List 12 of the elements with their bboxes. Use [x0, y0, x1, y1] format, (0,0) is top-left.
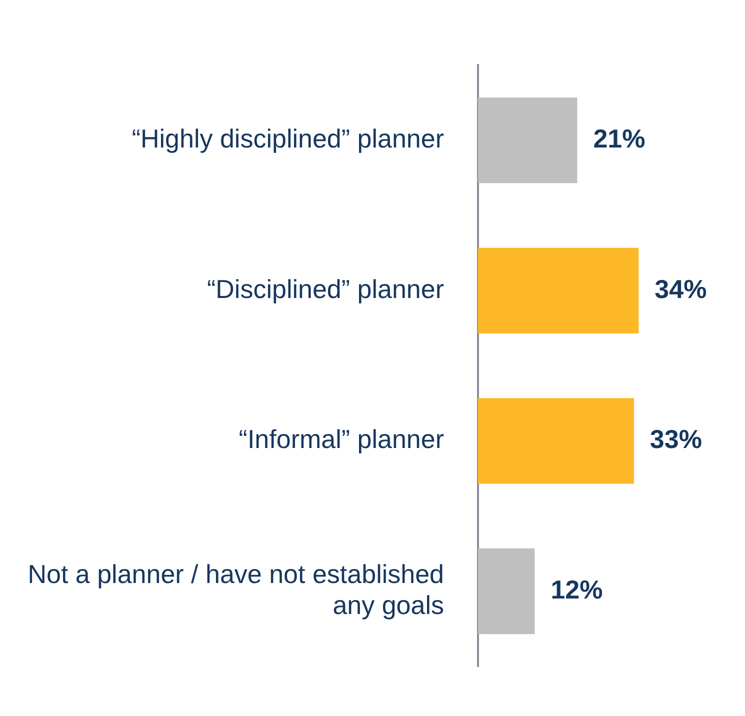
y-tick-label: “Disciplined” planner [207, 274, 444, 304]
bar [478, 398, 634, 484]
y-tick-label: “Highly disciplined” planner [132, 124, 444, 154]
y-tick-label: “Informal” planner [238, 424, 444, 454]
data-label: 33% [650, 424, 702, 454]
data-label: 21% [593, 124, 646, 154]
y-tick-label: Not a planner / have not established any goals [28, 558, 444, 620]
bar [478, 98, 578, 184]
bar [478, 248, 639, 334]
data-label: 12% [550, 574, 603, 604]
data-label: 34% [654, 274, 707, 304]
bar [478, 548, 535, 634]
